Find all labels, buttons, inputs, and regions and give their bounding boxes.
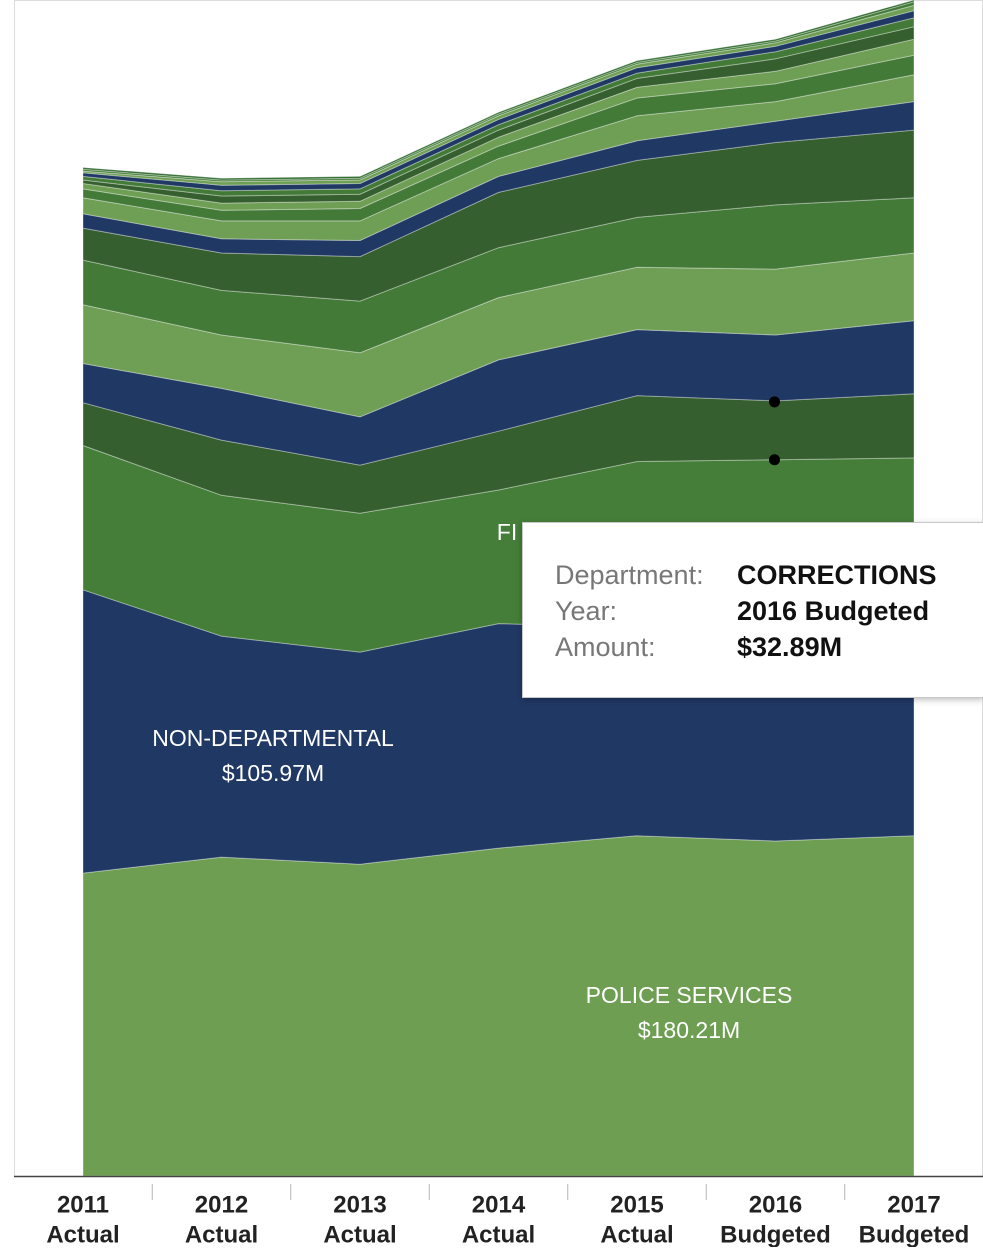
area-series-18[interactable] [82, 0, 915, 181]
tooltip-row-year: Year: 2016 Budgeted [555, 593, 983, 629]
tooltip-amount-value: $32.89M [737, 632, 843, 662]
tooltip-row-amount: Amount: $32.89M [555, 629, 983, 665]
x-tick-label-6-line-1: 2016 [749, 1191, 802, 1218]
x-tick-label-3-line-1: 2013 [333, 1191, 386, 1218]
x-axis: 2011 Actual 2012 Actual 2013 Actual 2014 Actual… [46, 1184, 970, 1248]
x-tick-label-4-line-1: 2014 [472, 1191, 526, 1218]
x-tick-label-2-line-1: 2012 [195, 1191, 248, 1218]
annotation-non-departmental-line-1: NON-DEPARTMENTAL [152, 725, 394, 751]
annotation-police-services-line-2: $180.21M [638, 1017, 740, 1043]
x-tick-label-6-line-2: Budgeted [720, 1221, 831, 1247]
x-tick-label-1-line-2: Actual [46, 1221, 119, 1247]
x-tick-label-7-line-1: 2017 [887, 1191, 940, 1218]
tooltip-year-value: 2016 Budgeted [737, 596, 930, 626]
x-tick-label-3-line-2: Actual [323, 1221, 396, 1247]
x-tick-label-7-line-2: Budgeted [859, 1221, 970, 1247]
tooltip-department-value: CORRECTIONS [737, 560, 937, 590]
tooltip-row-department: Department: CORRECTIONS [555, 557, 983, 593]
highlight-markers [769, 396, 780, 466]
x-tick-label-4-line-2: Actual [462, 1221, 535, 1247]
x-tick-label-5-line-1: 2015 [610, 1191, 663, 1218]
area-annotations: NON-DEPARTMENTAL $105.97M POLICE SERVICES $… [152, 519, 792, 1043]
tooltip-amount-label: Amount: [555, 632, 656, 662]
x-tick-label-1-line-1: 2011 [57, 1191, 109, 1218]
highlight-marker-bottom [769, 454, 780, 466]
tooltip: Department: CORRECTIONS Year: 2016 Budge… [522, 522, 983, 698]
area-layers [82, 0, 915, 1177]
highlight-marker-top [769, 396, 780, 408]
tooltip-department-label: Department: [555, 560, 704, 590]
annotation-fire-services-line-1: FI [497, 519, 517, 545]
tooltip-year-label: Year: [555, 596, 618, 626]
x-tick-label-5-line-2: Actual [600, 1221, 673, 1247]
x-tick-label-2-line-2: Actual [185, 1221, 258, 1247]
annotation-non-departmental-line-2: $105.97M [222, 760, 324, 786]
annotation-police-services-line-1: POLICE SERVICES [586, 982, 793, 1008]
